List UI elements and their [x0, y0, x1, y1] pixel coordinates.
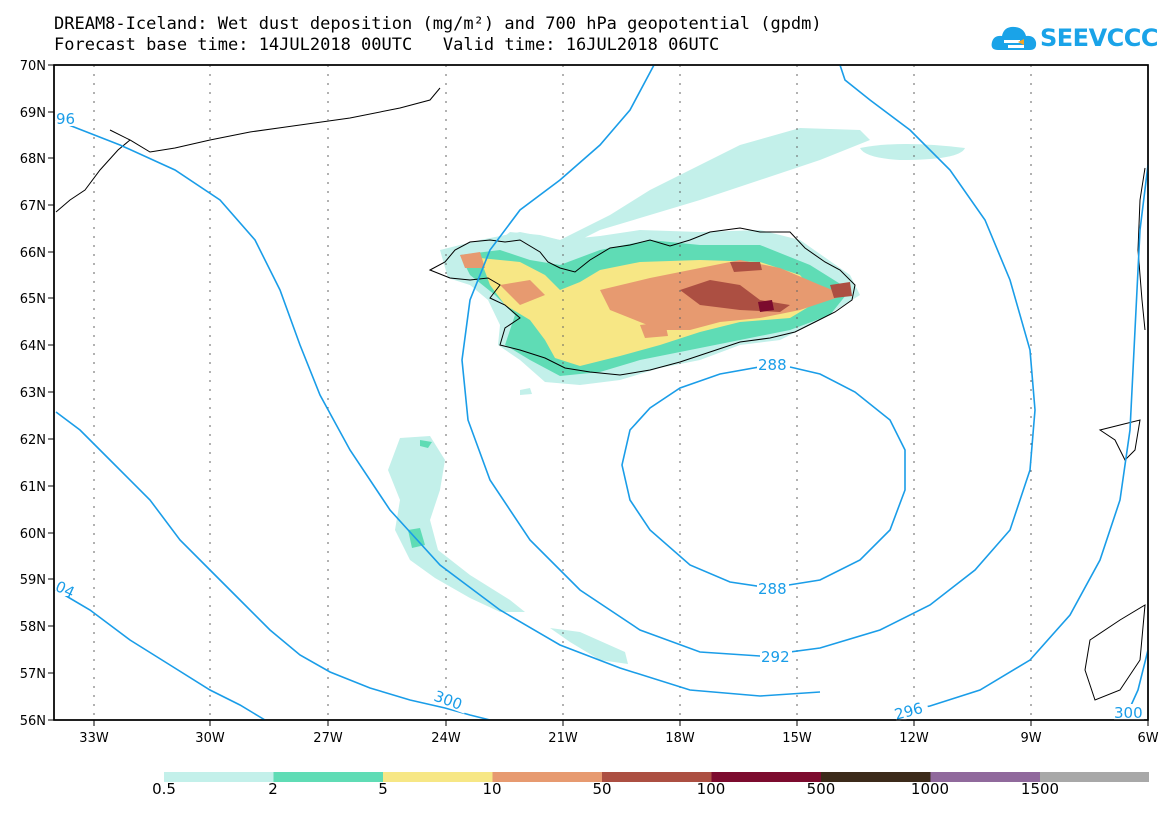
colorbar-swatch	[711, 772, 821, 782]
lat-label: 56N	[20, 714, 46, 729]
lat-label: 62N	[20, 433, 46, 448]
cloud-logo-icon	[991, 26, 1037, 50]
colorbar-label: 500	[806, 780, 836, 798]
coastlines	[55, 87, 1146, 701]
colorbar-swatch	[492, 772, 602, 782]
colorbar-label: 50	[592, 780, 612, 798]
colorbar-swatch	[821, 772, 931, 782]
lat-label: 60N	[20, 527, 46, 542]
contour-label: 300	[1114, 704, 1143, 722]
forecast-times: Forecast base time: 14JUL2018 00UTC Vali…	[54, 35, 720, 55]
lat-label: 61N	[20, 480, 46, 495]
lat-label: 59N	[20, 573, 46, 588]
lat-label: 68N	[20, 152, 46, 167]
colorbar-swatch	[164, 772, 274, 782]
contour-label: 288	[758, 356, 787, 374]
colorbar-label: 5	[378, 780, 388, 798]
lat-label: 70N	[20, 59, 46, 74]
axis-ticks	[48, 64, 1149, 726]
lon-label: 27W	[313, 731, 343, 746]
lon-label: 6W	[1137, 731, 1158, 746]
colorbar	[164, 772, 1149, 782]
colorbar-label: 1000	[910, 780, 950, 798]
lat-label: 65N	[20, 292, 46, 307]
contour-label: 288	[758, 580, 787, 598]
lon-label: 33W	[79, 731, 109, 746]
dust-deposition-field	[388, 128, 965, 664]
lat-label: 57N	[20, 667, 46, 682]
map-title: DREAM8-Iceland: Wet dust deposition (mg/…	[54, 14, 822, 34]
colorbar-swatch	[273, 772, 383, 782]
lon-label: 15W	[782, 731, 812, 746]
lon-label: 30W	[195, 731, 225, 746]
lat-label: 66N	[20, 246, 46, 261]
lon-label: 24W	[431, 731, 461, 746]
lat-label: 63N	[20, 386, 46, 401]
colorbar-label: 100	[696, 780, 726, 798]
longitude-labels: 33W 30W 27W 24W 21W 18W 15W 12W 9W 6W	[79, 731, 1158, 746]
colorbar-label: 10	[482, 780, 502, 798]
lon-label: 12W	[899, 731, 929, 746]
colorbar-label: 1500	[1020, 780, 1060, 798]
latitude-labels: 70N 69N 68N 67N 66N 65N 64N 63N 62N 61N …	[20, 59, 46, 729]
colorbar-swatch	[1040, 772, 1149, 782]
colorbar-label: 2	[268, 780, 278, 798]
lat-label: 64N	[20, 339, 46, 354]
map-frame	[53, 64, 1149, 721]
lat-label: 67N	[20, 199, 46, 214]
lon-label: 9W	[1020, 731, 1041, 746]
colorbar-swatch	[602, 772, 712, 782]
colorbar-swatch	[383, 772, 493, 782]
contour-label: 96	[56, 110, 75, 128]
contour-label: 292	[761, 648, 790, 666]
lon-label: 18W	[665, 731, 695, 746]
logo-text: SEEVCCC	[1040, 24, 1159, 52]
colorbar-swatch	[930, 772, 1040, 782]
lat-label: 69N	[20, 106, 46, 121]
graticule	[93, 65, 1032, 720]
colorbar-label: 0.5	[152, 780, 176, 798]
lat-label: 58N	[20, 620, 46, 635]
lon-label: 21W	[548, 731, 578, 746]
